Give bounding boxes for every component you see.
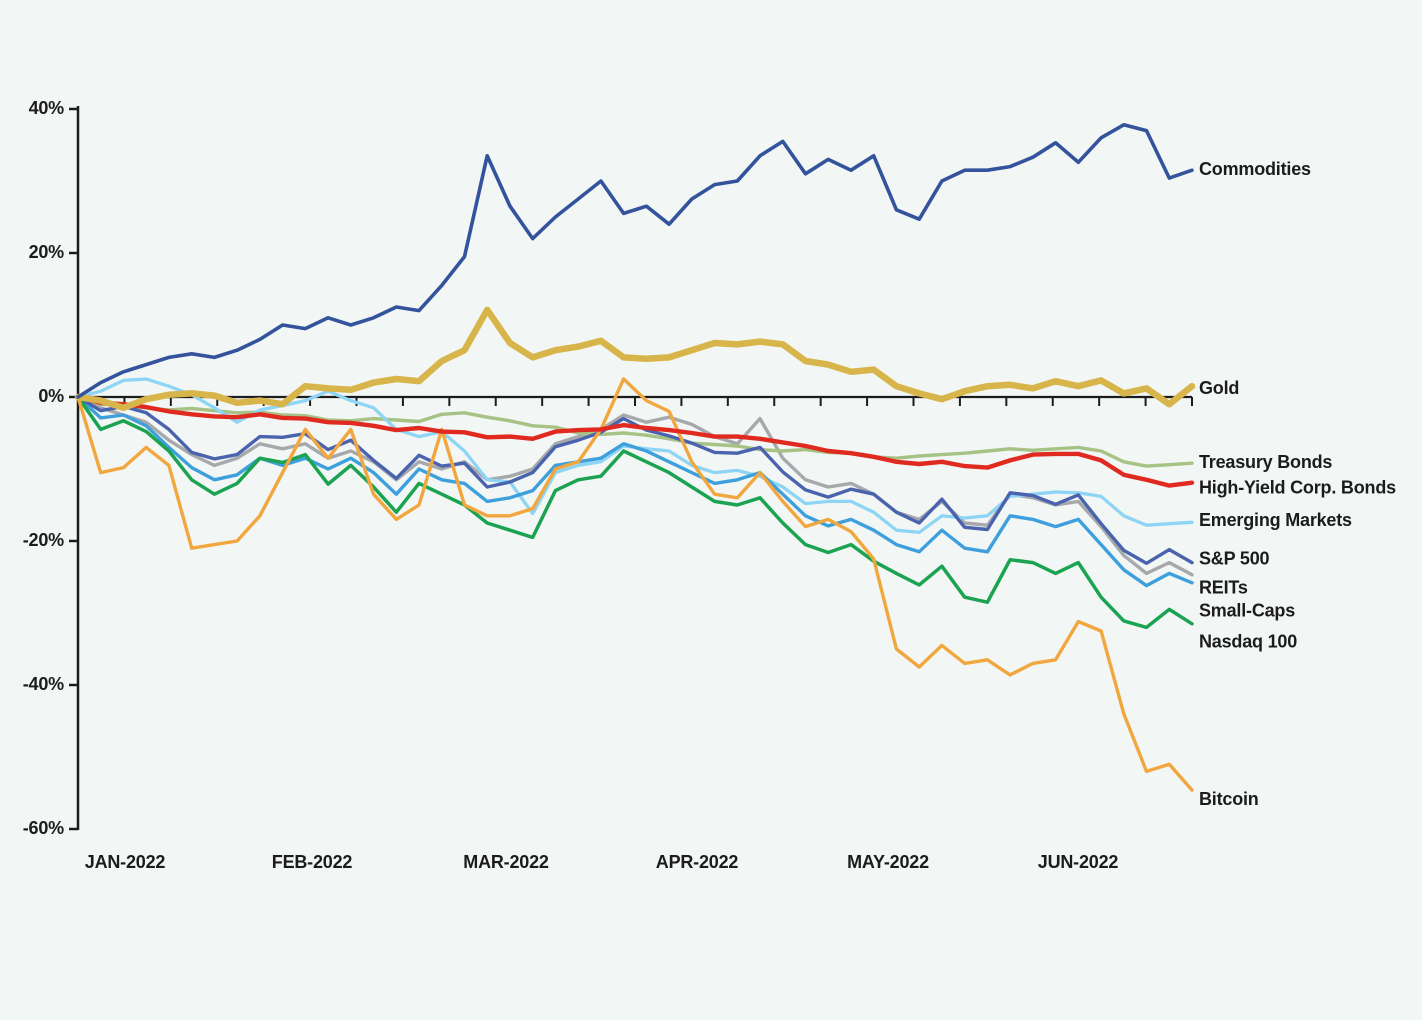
series-label-reits: REITs — [1199, 578, 1248, 598]
series-label-bitcoin: Bitcoin — [1199, 789, 1259, 809]
series-line-gold — [74, 306, 1196, 412]
x-axis-month-label: JUN-2022 — [1038, 852, 1119, 872]
series-label-small_caps: Small-Caps — [1199, 601, 1295, 621]
series-line-bitcoin — [76, 377, 1194, 792]
series-line-treasury_bonds — [76, 395, 1194, 468]
series-label-commodities: Commodities — [1199, 159, 1311, 179]
y-axis-tick-label: -40% — [23, 674, 64, 694]
series-line-commodities — [76, 123, 1194, 399]
x-axis-month-label: APR-2022 — [656, 852, 739, 872]
series-label-treasury_bonds: Treasury Bonds — [1199, 452, 1332, 472]
y-axis-tick-label: 40% — [29, 98, 65, 118]
series-label-emerging_markets: Emerging Markets — [1199, 510, 1352, 530]
y-axis-tick-label: 0% — [38, 386, 64, 406]
series-line-high_yield_corp_bonds — [75, 394, 1195, 488]
series-label-sp500: S&P 500 — [1199, 548, 1270, 568]
series-label-nasdaq_100: Nasdaq 100 — [1199, 632, 1297, 652]
x-axis-month-label: MAR-2022 — [463, 852, 549, 872]
x-axis-month-label: JAN-2022 — [85, 852, 166, 872]
series-label-gold: Gold — [1199, 378, 1239, 398]
y-axis-tick-label: -60% — [23, 818, 64, 838]
y-axis-tick-label: 20% — [29, 242, 65, 262]
series-line-sp500 — [76, 395, 1194, 565]
series-line-nasdaq_100 — [76, 395, 1194, 630]
y-axis-tick-label: -20% — [23, 530, 64, 550]
x-axis-month-label: FEB-2022 — [272, 852, 353, 872]
x-axis-month-label: MAY-2022 — [847, 852, 929, 872]
series-label-high_yield_corp_bonds: High-Yield Corp. Bonds — [1199, 477, 1396, 497]
